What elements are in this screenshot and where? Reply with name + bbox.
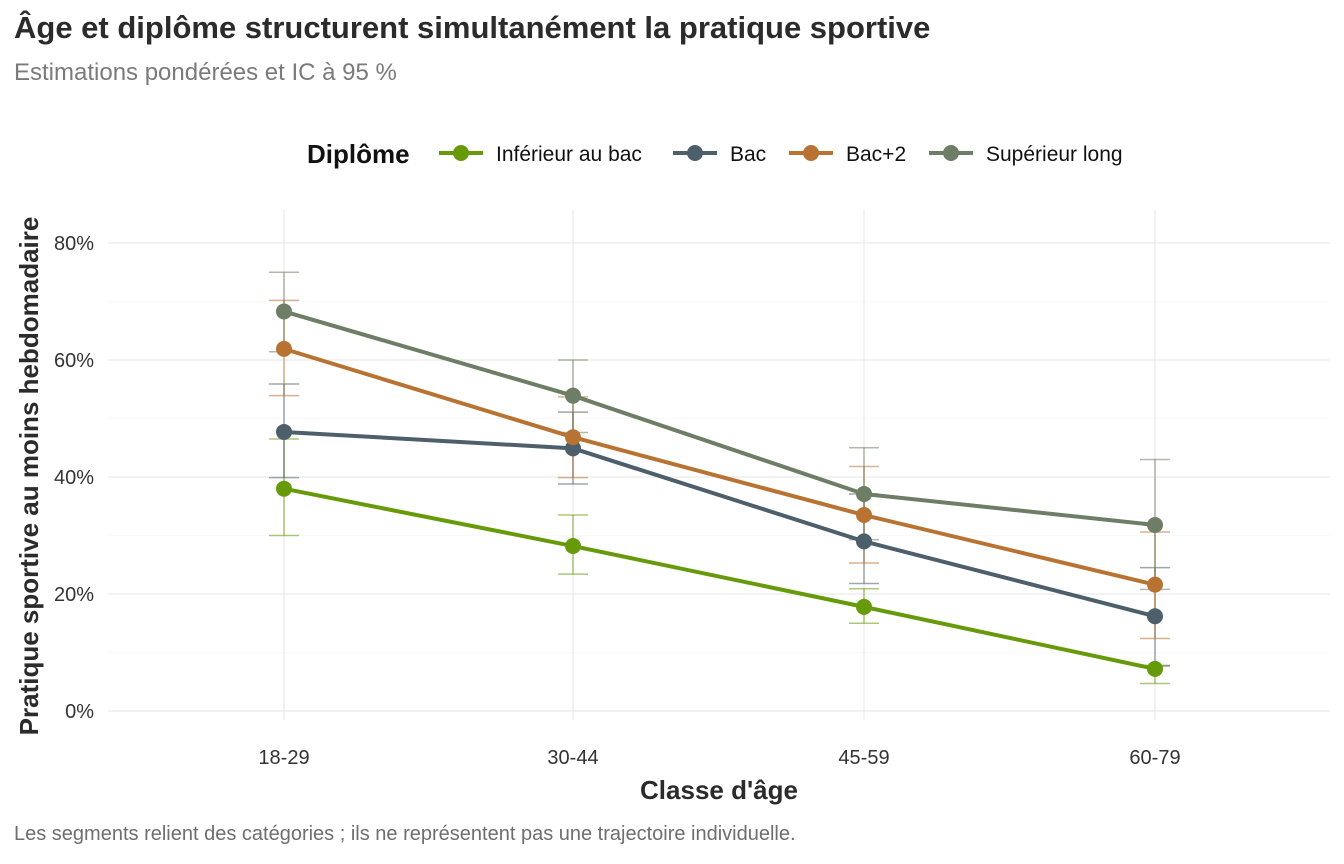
legend: Diplôme Inférieur au bac Bac Bac+2 Supérieu… (307, 139, 1123, 169)
x-tick-label: 18-29 (258, 747, 309, 769)
x-axis-title: Classe d'âge (640, 775, 798, 805)
y-axis-title: Pratique sportive au moins hebdomadaire (14, 217, 44, 736)
chart-title: Âge et diplôme structurent simultanément… (14, 10, 931, 45)
y-tick-label: 40% (54, 467, 94, 489)
data-point (565, 440, 581, 457)
data-point (565, 387, 581, 404)
data-point (856, 485, 872, 502)
data-point (1147, 576, 1163, 593)
legend-label: Bac (730, 143, 766, 166)
y-tick-label: 80% (54, 233, 94, 255)
legend-title: Diplôme (307, 139, 410, 169)
y-axis-ticks: 0% 20% 40% 60% 80% (54, 233, 94, 723)
chart-caption: Les segments relient des catégories ; il… (14, 823, 796, 845)
data-point (276, 480, 292, 497)
series-line (283, 486, 1156, 671)
data-point (276, 423, 292, 440)
data-point (565, 429, 581, 446)
series-line (283, 309, 1156, 527)
x-axis-ticks: 18-29 30-44 45-59 60-79 (258, 747, 1180, 769)
legend-label: Bac+2 (846, 143, 906, 166)
legend-key-point (453, 145, 469, 161)
y-tick-label: 60% (54, 350, 94, 372)
legend-key-point (943, 145, 959, 161)
y-tick-label: 20% (54, 584, 94, 606)
data-point (565, 538, 581, 555)
series-line (283, 346, 1156, 587)
legend-label: Inférieur au bac (496, 143, 642, 166)
series-line (283, 429, 1156, 619)
data-point (856, 598, 872, 615)
x-tick-label: 45-59 (838, 747, 889, 769)
data-point (856, 507, 872, 524)
data-point (1147, 660, 1163, 677)
series-points (276, 303, 1163, 677)
legend-label: Supérieur long (986, 143, 1123, 166)
data-point (1147, 516, 1163, 533)
gridlines (108, 210, 1330, 720)
x-tick-label: 60-79 (1129, 747, 1180, 769)
series-lines (283, 309, 1156, 671)
legend-key-point (687, 145, 703, 161)
data-point (276, 303, 292, 320)
data-point (856, 533, 872, 550)
chart-subtitle: Estimations pondérées et IC à 95 % (14, 59, 397, 86)
data-point (1147, 608, 1163, 625)
data-point (276, 340, 292, 357)
y-tick-label: 0% (65, 701, 94, 723)
legend-key-point (803, 145, 819, 161)
x-tick-label: 30-44 (547, 747, 598, 769)
